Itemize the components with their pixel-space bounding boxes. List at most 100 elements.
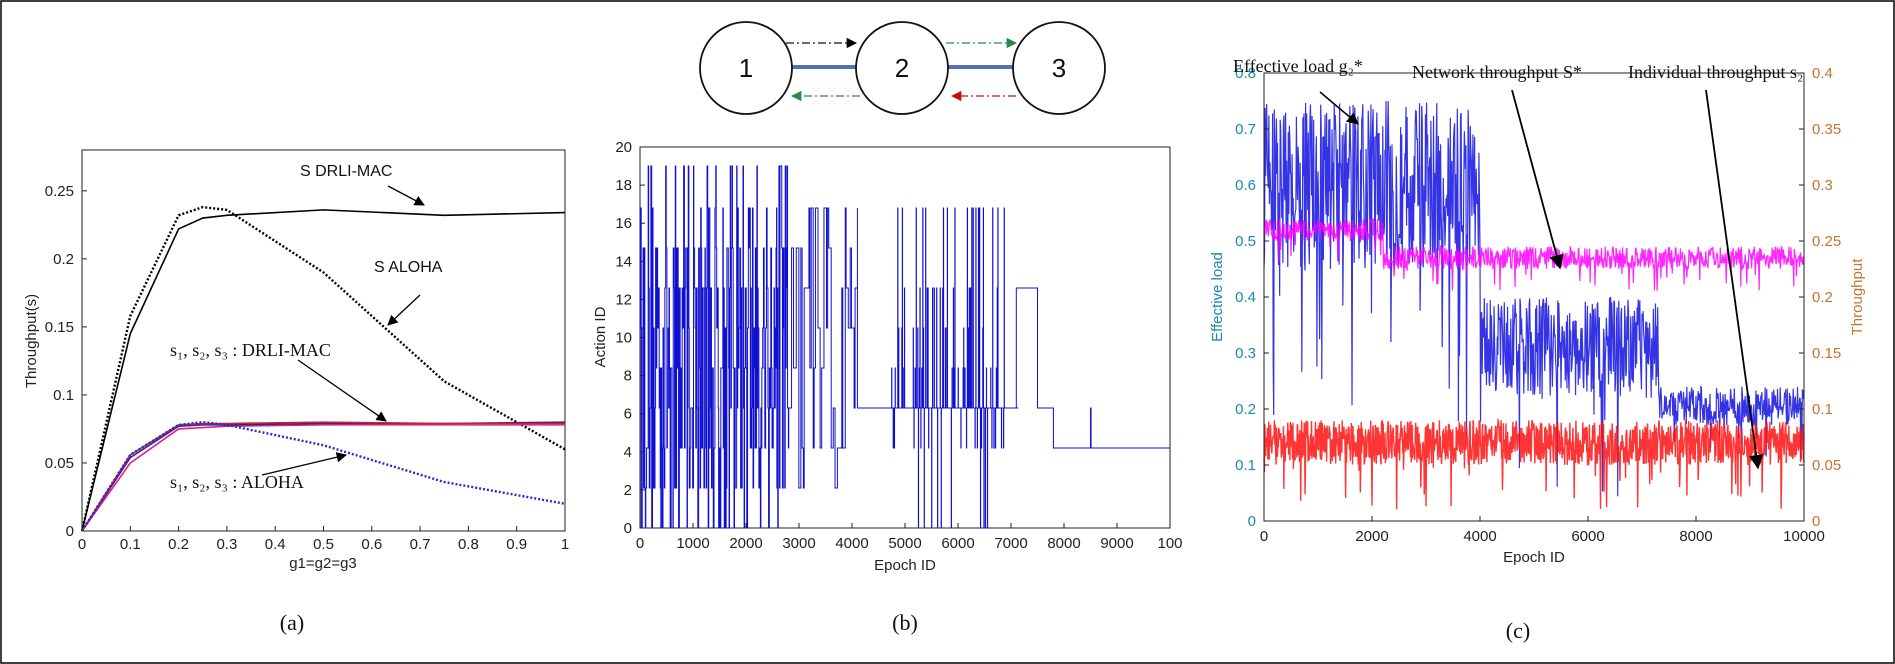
panel-a-ticks: 0 0.1 0.2 0.3 0.4 0.5 0.6 0.7 0.8 0.9 1 0 0.05 0.1 0.1…	[45, 183, 569, 553]
panel-a-xtick-label: 0.9	[506, 536, 527, 553]
panel-c-xtick-label: 2000	[1355, 528, 1388, 545]
panel-c-ytick-left-label: 0.5	[1235, 233, 1256, 250]
panel-c-lines	[1263, 101, 1805, 510]
panel-b: 0 1000 2000 3000 4000 5000 6000 7000 8000 9000 100…	[592, 139, 1183, 635]
annotation-s123-aloha: s₁, s₂, s₃ : ALOHA	[170, 472, 304, 492]
panel-c-ytick-right-label: 0.05	[1812, 457, 1841, 474]
panel-c-xlabel: Epoch ID	[1503, 549, 1565, 566]
panel-b-xtick-label: 9000	[1100, 535, 1133, 552]
panel-a-ytick-label: 0	[66, 523, 74, 540]
panel-c-ylabel-right: Throughput	[1849, 258, 1866, 336]
panel-a-ytick-label: 0.05	[45, 455, 74, 472]
panel-b-xtick-label: 5000	[888, 535, 921, 552]
panel-c-ytick-left-label: 0.4	[1235, 289, 1256, 306]
panel-a-xtick-label: 0.6	[361, 536, 382, 553]
panel-a-xtick-label: 0.2	[168, 536, 189, 553]
panel-a-ytick-label: 0.1	[53, 387, 74, 404]
panel-c-xtick-label: 0	[1260, 528, 1268, 545]
panel-c-ytick-left-label: 0.3	[1235, 345, 1256, 362]
panel-a-xtick-label: 0.1	[120, 536, 141, 553]
panel-a-ylabel: Throughput(s)	[23, 294, 40, 388]
panel-b-ytick-label: 0	[624, 520, 632, 537]
annotation-network-throughput: Network throughput S*	[1412, 62, 1582, 82]
arrow-s123-aloha	[261, 452, 348, 476]
arrow-s-aloha	[387, 294, 421, 326]
panel-c-ytick-right-label: 0	[1812, 513, 1820, 530]
panel-c-ytick-right-label: 0.15	[1812, 345, 1841, 362]
arrow-s-drli-mac	[387, 185, 425, 206]
panel-b-ytick-label: 8	[624, 368, 632, 385]
network-diagram: 1 2 3	[699, 21, 1106, 115]
panel-a-xtick-label: 0.5	[313, 536, 334, 553]
panel-b-ytick-label: 16	[615, 215, 632, 232]
panel-b-xtick-label: 0	[636, 535, 644, 552]
panel-a-axes	[81, 149, 566, 532]
panel-c-ytick-right-label: 0.3	[1812, 177, 1833, 194]
panel-a-series-4	[81, 421, 565, 532]
panel-c-xtick-label: 4000	[1463, 528, 1496, 545]
node-1-label: 1	[739, 53, 753, 83]
panel-b-ytick-label: 18	[615, 177, 632, 194]
panel-b-xtick-label: 2000	[729, 535, 762, 552]
panel-a-ytick-label: 0.15	[45, 319, 74, 336]
panel-b-lines	[639, 165, 1170, 529]
panel-a-ytick-label: 0.25	[45, 183, 74, 200]
node-2	[855, 21, 949, 115]
panel-c-ytick-left-label: 0	[1248, 513, 1256, 530]
node-3	[1012, 21, 1106, 115]
annotation-s-aloha: S ALOHA	[374, 259, 443, 276]
panel-c-xtick-label: 6000	[1571, 528, 1604, 545]
arrow-effective-load	[1319, 91, 1359, 125]
panel-b-xlabel: Epoch ID	[874, 557, 936, 574]
panel-c-caption: (c)	[1506, 618, 1530, 643]
panel-c-xtick-label: 8000	[1679, 528, 1712, 545]
panel-b-caption: (b)	[892, 610, 918, 635]
annotation-effective-load: Effective load g₂*	[1233, 56, 1363, 76]
panel-c-ytick-right-label: 0.4	[1812, 65, 1833, 82]
panel-b-xtick-label: 7000	[994, 535, 1027, 552]
panel-b-xtick-label: 8000	[1047, 535, 1080, 552]
node-1	[699, 21, 793, 115]
panel-b-xtick-label: 3000	[782, 535, 815, 552]
annotation-s123-drli-mac: s₁, s₂, s₃ : DRLI-MAC	[170, 340, 331, 360]
panel-b-ytick-label: 20	[615, 139, 632, 156]
panel-b-ticks: 0 1000 2000 3000 4000 5000 6000 7000 8000 9000 100…	[615, 139, 1182, 552]
panel-b-ylabel: Action ID	[592, 306, 609, 367]
panel-a-xtick-label: 0.8	[458, 536, 479, 553]
annotation-s-drli-mac: S DRLI-MAC	[300, 163, 392, 180]
panel-a-xtick-label: 0.7	[410, 536, 431, 553]
panel-b-ytick-label: 14	[615, 253, 632, 270]
panel-b-xtick-label: 1000	[676, 535, 709, 552]
panel-c-xtick-label: 10000	[1783, 528, 1825, 545]
panel-b-ytick-label: 6	[624, 406, 632, 423]
panel-c-ytick-right-label: 0.1	[1812, 401, 1833, 418]
panel-c-ytick-right-label: 0.25	[1812, 233, 1841, 250]
panel-c-ytick-left-label: 0.8	[1235, 65, 1256, 82]
panel-a-xtick-label: 0.3	[216, 536, 237, 553]
panel-a-xtick-label: 1	[561, 536, 569, 553]
panel-a-ytick-label: 0.2	[53, 251, 74, 268]
panel-c-ytick-right-label: 0.2	[1812, 289, 1833, 306]
arrow-s123-drli-mac	[297, 359, 387, 422]
panel-c-ytick-left-label: 0.1	[1235, 457, 1256, 474]
panel-b-ytick-label: 10	[615, 330, 632, 347]
panel-b-xtick-label: 4000	[835, 535, 868, 552]
panel-c-individual-throughput-series	[1263, 417, 1805, 510]
panel-c: 0 2000 4000 6000 8000 1000000.10.20.30.40.50.…	[1209, 56, 1866, 643]
panel-b-ytick-label: 12	[615, 291, 632, 308]
panel-a-series-2	[81, 424, 565, 532]
panel-c-ticks: 0 2000 4000 6000 8000 1000000.10.20.30.40.50.…	[1235, 65, 1841, 545]
panel-a-series-1	[80, 205, 566, 532]
panel-c-ytick-left-label: 0.7	[1235, 121, 1256, 138]
panel-a-caption: (a)	[280, 610, 304, 635]
panel-b-xtick-label: 6000	[941, 535, 974, 552]
panel-a-xtick-label: 0.4	[265, 536, 286, 553]
node-2-label: 2	[895, 53, 909, 83]
panel-b-ytick-label: 4	[624, 444, 632, 461]
panel-c-ylabel-left: Effective load	[1209, 252, 1226, 342]
panel-b-xtick-label: 100	[1157, 535, 1182, 552]
annotation-individual-throughput: Individual throughput s₂	[1628, 62, 1803, 82]
panel-c-ytick-left-label: 0.6	[1235, 177, 1256, 194]
